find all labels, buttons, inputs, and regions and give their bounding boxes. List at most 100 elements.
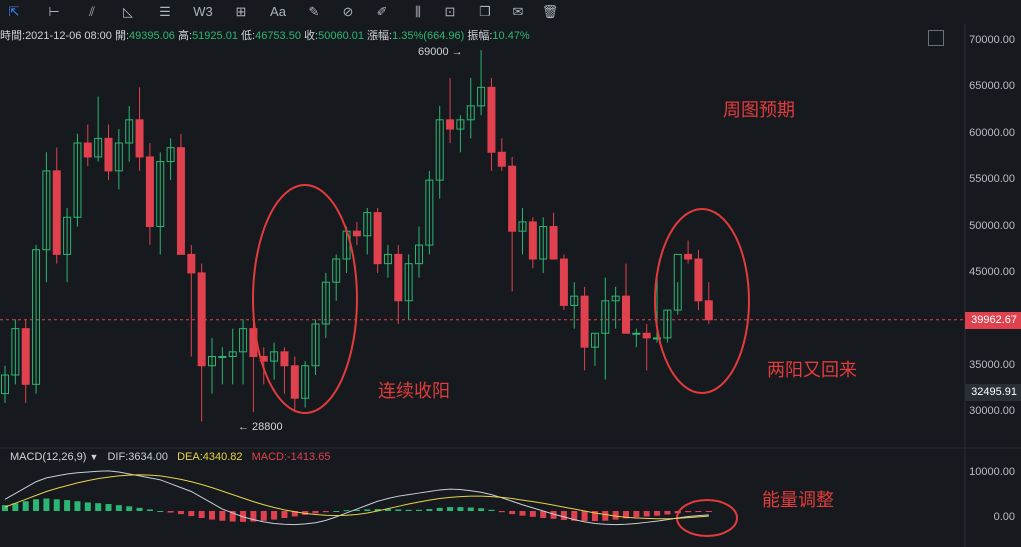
candle-body [518,221,527,232]
close-value: 50060.01 [318,30,364,42]
candle-body [663,309,672,339]
macd-histogram-bar [229,511,236,522]
annotation-consecutive: 连续收阳 [378,381,450,401]
macd-histogram-bar [136,507,143,511]
ruler-icon[interactable]: ⊘ [342,4,354,19]
low-value: 46753.50 [255,30,301,42]
dea-value: DEA:4340.82 [177,451,243,463]
candle-body [611,295,620,302]
macd-histogram-bar [105,503,112,511]
low-marker-label: ← 28800 [238,421,283,433]
cursor-icon[interactable]: ⇱ [8,4,20,19]
macd-histogram-bar [498,511,505,513]
macd-histogram-bar [312,511,319,514]
text-icon[interactable]: Aa [270,4,286,19]
price-axis[interactable]: 70000.00 65000.00 60000.00 55000.00 50000.00… [965,26,1021,547]
macd-histogram-bar [209,511,215,520]
candle-body [580,295,589,348]
candle-body [404,263,413,302]
macd-histogram-bar [591,511,598,522]
candle-body [156,161,165,228]
candle-body [94,137,103,158]
macd-histogram-bar [198,511,205,519]
candle-body [32,249,41,385]
macd-histogram-bar [291,511,298,517]
annotation-circle-consecutive [252,184,358,414]
candle-body [228,351,237,357]
current-price-tag: 39962.67 [965,311,1021,329]
price-tick-label: 50000.00 [969,219,1015,232]
macd-histogram-bar [353,509,360,511]
note-icon[interactable]: ✉ [512,4,524,19]
macd-histogram-bar [633,511,640,518]
candle-body [394,253,403,302]
crosshair-box-icon[interactable]: ⊞ [235,4,247,19]
macd-histogram-bar [457,507,464,511]
macd-histogram-bar [343,510,350,512]
macd-histogram-bar [571,511,578,521]
macd-histogram-bar [519,511,526,516]
macd-histogram-bar [560,511,567,520]
macd-dropdown-icon[interactable]: ▼ [89,452,99,462]
candle-body [456,119,465,130]
candle-body [42,170,51,251]
candle-body [321,281,330,325]
time-label: 時間: [0,30,26,42]
candle-body [166,147,175,163]
macd-histogram-bar [364,509,371,511]
macd-tick-label: 0.00 [993,511,1015,523]
brush-icon[interactable]: ✎ [308,4,320,19]
macd-histogram-bar [509,511,516,515]
macd-histogram-bar [95,503,102,511]
triangle-icon[interactable]: ◺ [123,4,133,19]
macd-histogram-bar [623,511,629,519]
candle-body [415,244,423,265]
candle-body [239,328,248,353]
fib-icon[interactable]: ☰ [159,4,171,19]
candle-body [11,328,20,376]
price-tick-label: 60000.00 [969,126,1015,139]
price-tick-label: 30000.00 [969,405,1015,418]
expand-icon[interactable] [928,30,944,46]
candles-icon[interactable]: ⫼ [415,4,421,19]
copy-icon[interactable]: ❐ [479,4,491,19]
candle-body [373,212,382,265]
lock-icon[interactable]: ⊡ [444,4,456,19]
annotation-two-yang: 两阳又回来 [767,360,857,380]
macd-histogram-bar [250,511,257,522]
candle-body [435,119,444,181]
macd-histogram-bar [612,511,619,520]
candle-body [673,253,682,311]
macd-histogram-bar [405,509,412,511]
high-label: 高: [178,30,193,42]
macd-histogram-bar [64,500,71,511]
wave-icon[interactable]: W3 [193,4,213,19]
crosshair-price-tag: 32495.91 [965,384,1021,401]
candle-body [176,147,185,255]
candle-body [653,337,662,340]
candle-body [383,253,392,265]
candle-body [83,142,92,158]
macd-histogram-bar [664,511,671,515]
candle-body [290,365,299,399]
trash-icon[interactable]: 🗑 [541,4,559,19]
time-value: 2021-12-06 08:00 [25,30,112,42]
drawing-toolbar: ⇱ ⊢ ⫽ ◺ ☰ W3 ⊞ Aa ✎ ⊘ ✐ ⫼ ⊡ ❐ ✉ 🗑 [0,0,1021,24]
macd-histogram-bar [219,511,226,521]
candle-body [466,105,475,121]
macd-histogram-bar [43,498,50,511]
macd-histogram-bar [74,501,81,511]
macd-histogram-bar [374,509,381,511]
macd-histogram-bar [529,511,536,517]
macd-histogram-bar [695,511,702,512]
price-tick-label: 35000.00 [969,358,1015,371]
amplitude-value: 10.47% [492,30,530,42]
horizontal-line-icon[interactable]: ⊢ [48,4,60,19]
candle-body [311,323,320,367]
pencil-icon[interactable]: ✐ [376,4,388,19]
candle-body [632,332,641,335]
macd-histogram-bar [177,511,184,515]
trend-lines-icon[interactable]: ⫽ [89,4,95,19]
candle-body [570,295,579,306]
